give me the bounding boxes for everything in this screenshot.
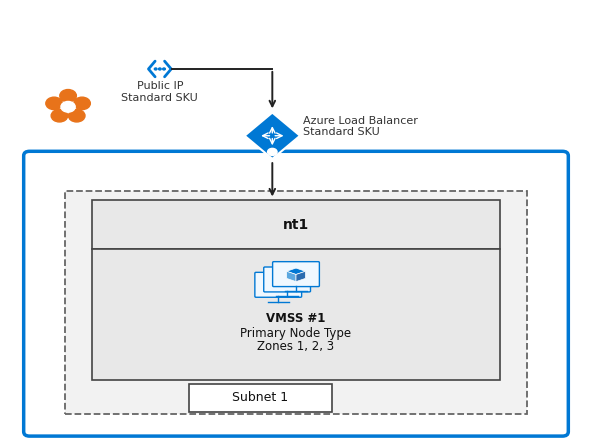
Circle shape [74, 97, 91, 109]
Polygon shape [287, 271, 296, 282]
Text: VMSS #1: VMSS #1 [266, 312, 326, 324]
Text: Zones 1, 2, 3: Zones 1, 2, 3 [258, 340, 334, 353]
FancyBboxPatch shape [24, 151, 568, 436]
Bar [189, 384, 332, 412]
Circle shape [69, 109, 85, 122]
Text: Subnet 1: Subnet 1 [233, 391, 288, 405]
Circle shape [46, 97, 62, 109]
Text: Primary Node Type: Primary Node Type [240, 327, 352, 340]
Polygon shape [244, 113, 300, 159]
Text: Azure Load Balancer
Standard SKU: Azure Load Balancer Standard SKU [303, 116, 418, 137]
Polygon shape [287, 268, 305, 275]
Bar [65, 191, 527, 414]
Polygon shape [296, 271, 305, 282]
Circle shape [155, 68, 157, 70]
Circle shape [159, 68, 161, 70]
Bar [92, 249, 500, 380]
FancyBboxPatch shape [272, 262, 319, 287]
Text: Public IP
Standard SKU: Public IP Standard SKU [121, 81, 198, 103]
FancyBboxPatch shape [263, 267, 310, 292]
Circle shape [51, 109, 67, 122]
Circle shape [61, 101, 75, 112]
Bar [92, 200, 500, 249]
FancyBboxPatch shape [255, 272, 301, 297]
Circle shape [268, 148, 277, 155]
Text: nt1: nt1 [283, 218, 309, 232]
Circle shape [163, 68, 165, 70]
Circle shape [60, 89, 76, 102]
